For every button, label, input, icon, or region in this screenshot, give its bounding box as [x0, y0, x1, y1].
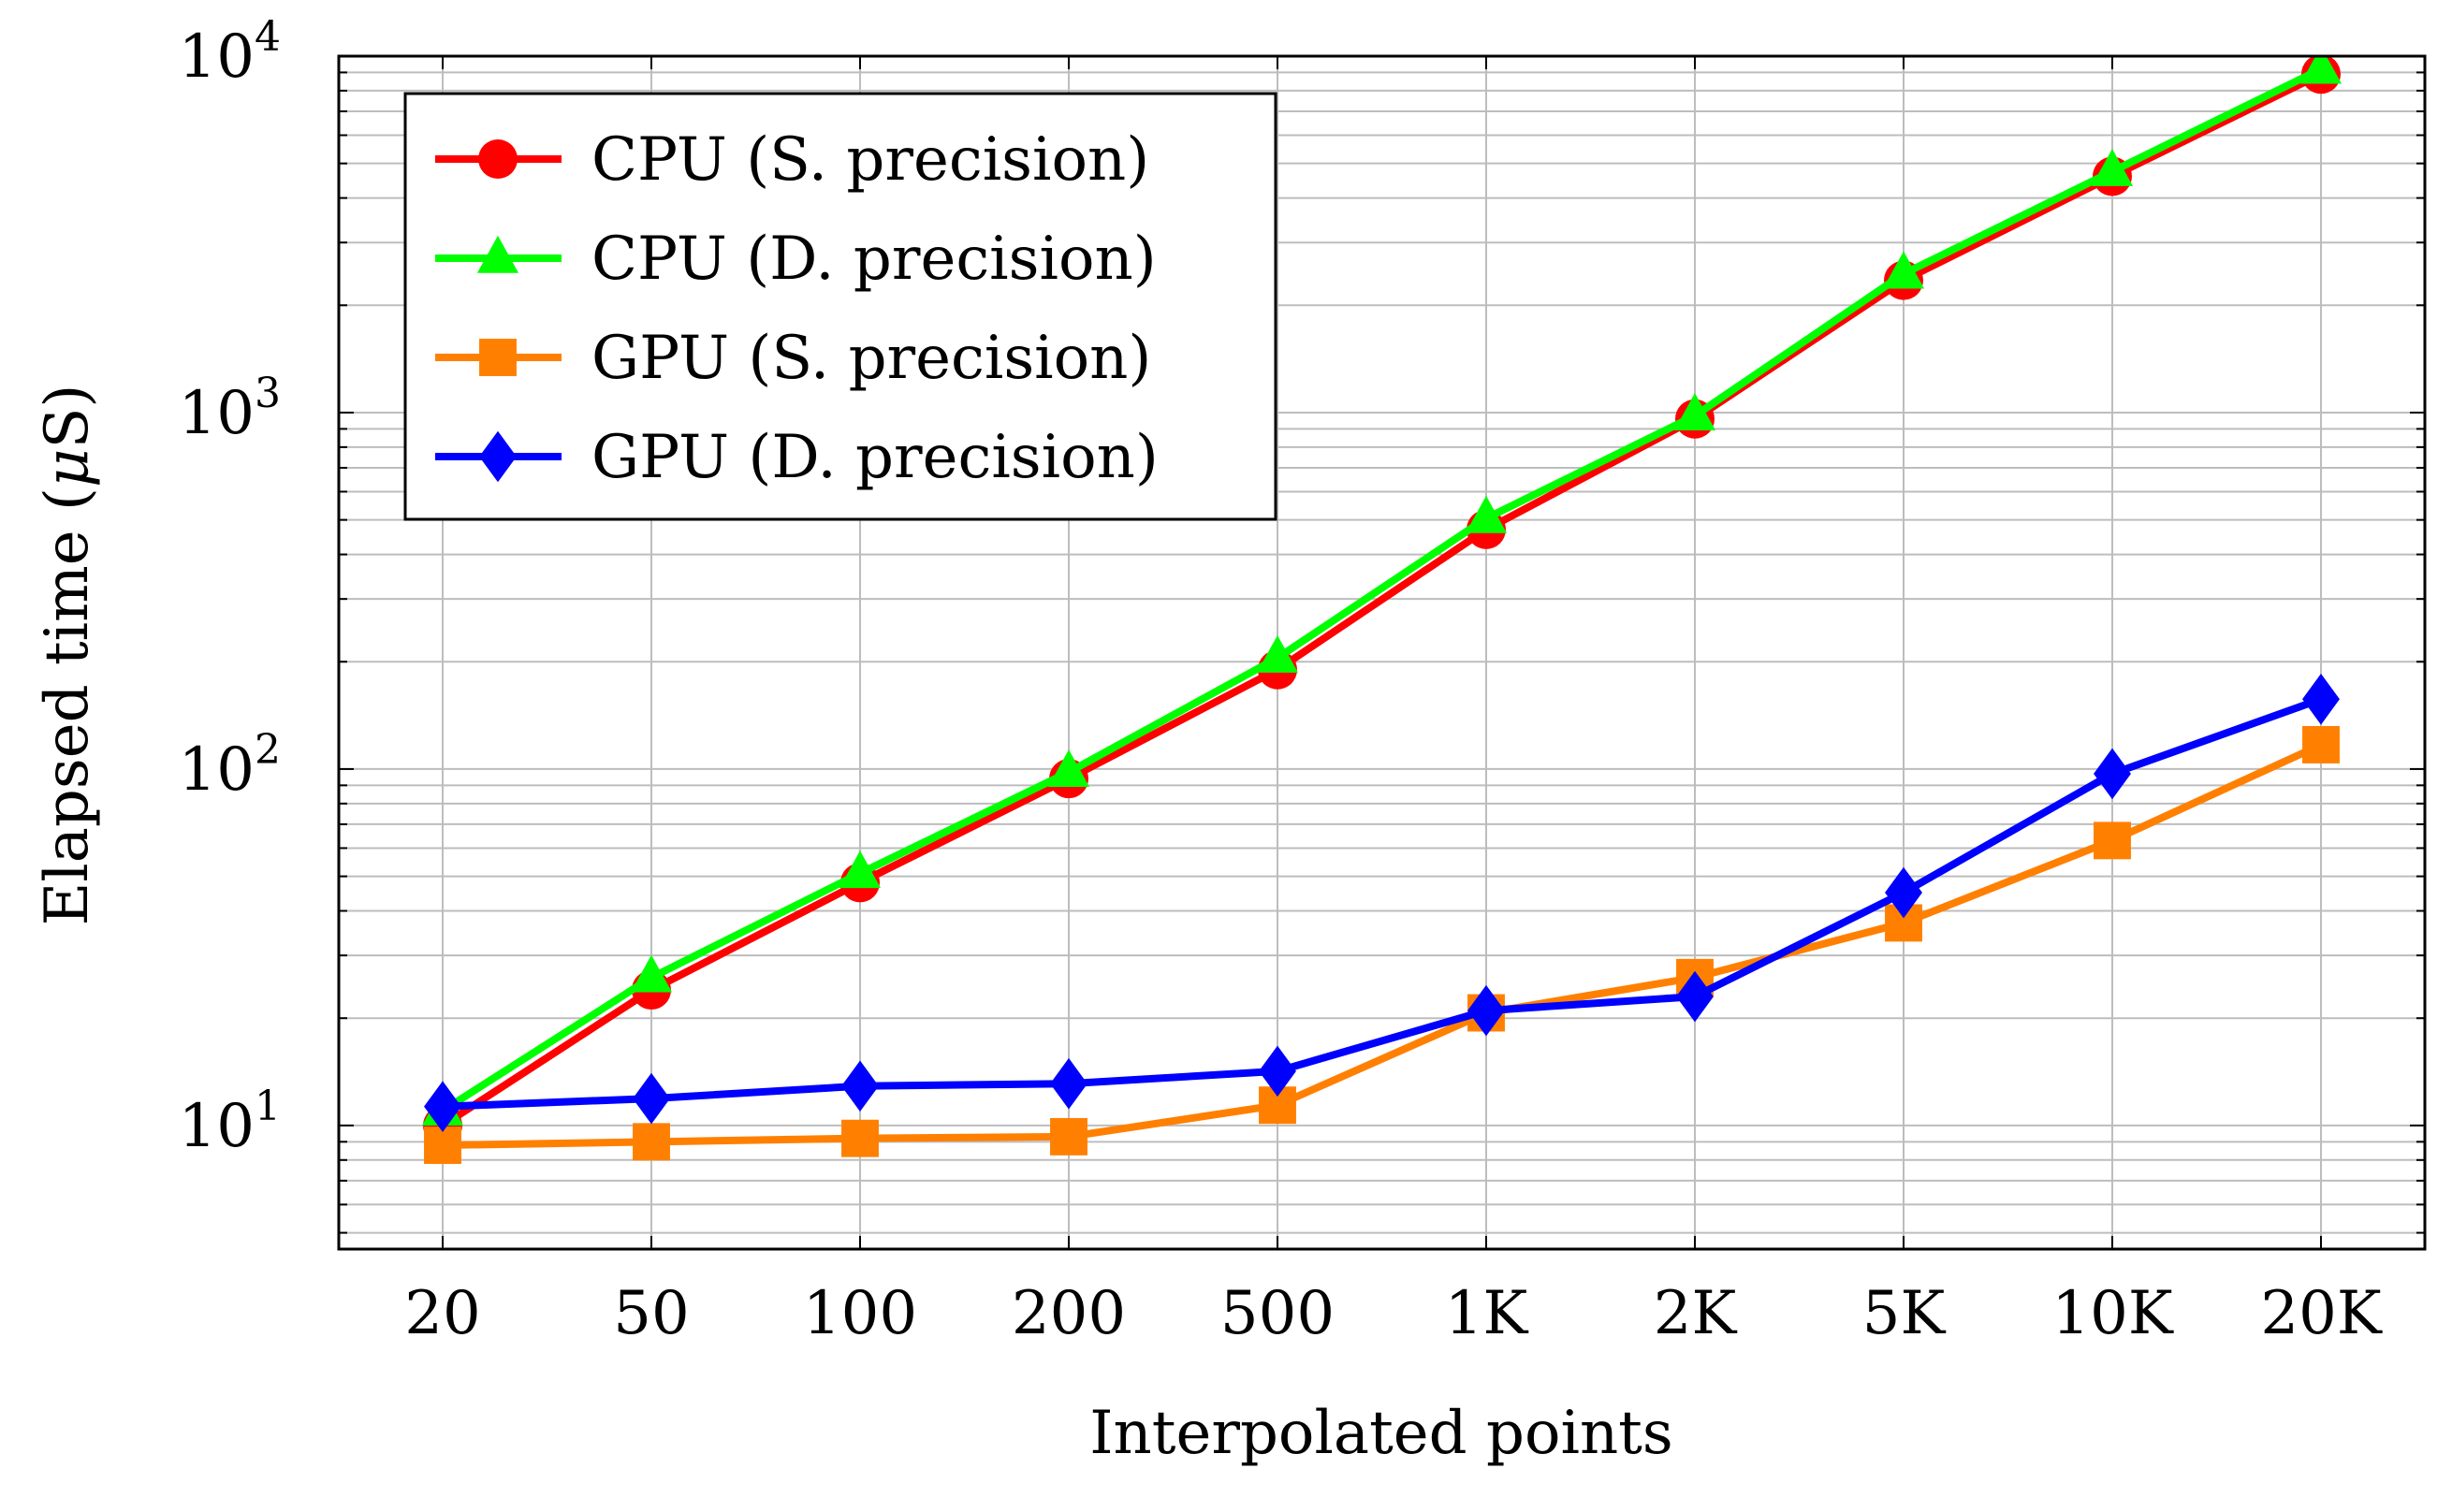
series-gpu-d-precision	[424, 673, 2340, 1132]
y-tick-label-exponent: 1	[255, 1083, 281, 1130]
grid	[339, 55, 2425, 1249]
data-point-triangle	[1256, 635, 1299, 673]
data-point-diamond	[1259, 1045, 1296, 1098]
legend-item: GPU (D. precision)	[435, 423, 1159, 492]
x-tick-label: 1K	[1445, 1279, 1529, 1348]
x-tick-label: 20K	[2260, 1279, 2382, 1348]
legend-item: CPU (D. precision)	[435, 225, 1157, 294]
y-axis-label-suffix: S)	[33, 385, 102, 449]
data-point-triangle	[1465, 495, 1508, 533]
series-line	[440, 70, 2323, 1129]
y-tick-label-base: 10	[179, 22, 255, 92]
legend-label: GPU (D. precision)	[591, 423, 1159, 492]
y-axis-label-symbol: μ	[33, 448, 102, 487]
data-point-triangle	[1673, 393, 1716, 431]
legend-label: GPU (S. precision)	[591, 324, 1151, 393]
series-line	[442, 741, 2323, 1150]
data-point-diamond	[2302, 673, 2340, 725]
series-line	[442, 695, 2323, 1111]
data-point-square	[2302, 725, 2340, 763]
data-point-triangle	[2299, 56, 2343, 84]
legend-marker-diamond	[479, 430, 517, 483]
x-tick-label: 500	[1220, 1279, 1335, 1348]
data-point-diamond	[633, 1072, 670, 1125]
y-tick-label-exponent: 4	[255, 13, 281, 61]
x-tick-labels: 20 50 100 200 500 1K 2K 5K 10K 20K	[404, 1279, 2383, 1348]
data-point-square	[424, 1127, 461, 1164]
data-point-triangle	[2091, 149, 2134, 186]
y-axis-label: Elapsed time (μS)	[33, 385, 102, 926]
legend-box	[403, 92, 1277, 521]
y-tick-label: 101	[179, 1083, 281, 1161]
legend-marker-circle	[478, 139, 518, 179]
data-point-diamond	[841, 1060, 879, 1112]
legend-marker-square	[479, 339, 517, 376]
x-tick-label: 20	[404, 1279, 480, 1348]
data-point-triangle	[839, 850, 882, 889]
x-tick-label: 5K	[1862, 1279, 1947, 1348]
legend-marker-triangle	[476, 235, 519, 273]
legend: CPU (S. precision) CPU (D. precision) GPU …	[403, 92, 1277, 521]
data-point-square	[841, 1119, 879, 1157]
data-point-diamond	[2094, 748, 2131, 800]
data-point-diamond	[1050, 1057, 1087, 1110]
data-point-triangle	[1882, 251, 1925, 289]
y-tick-label-base: 10	[179, 379, 255, 448]
series-group	[421, 56, 2343, 1164]
x-tick-label: 200	[1012, 1279, 1126, 1348]
y-tick-label-base: 10	[179, 1092, 255, 1161]
x-axis-label: Interpolated points	[1089, 1399, 1672, 1468]
legend-label: CPU (S. precision)	[591, 125, 1149, 195]
x-tick-label: 100	[803, 1279, 917, 1348]
y-tick-label-exponent: 2	[255, 726, 281, 774]
x-tick-label: 2K	[1654, 1279, 1738, 1348]
data-point-diamond	[1467, 984, 1505, 1037]
data-point-diamond	[1885, 866, 1922, 919]
x-tick-label: 10K	[2051, 1279, 2173, 1348]
data-point-diamond	[1676, 970, 1714, 1023]
data-point-diamond	[424, 1081, 461, 1132]
y-tick-label-exponent: 3	[255, 370, 281, 417]
data-point-triangle	[630, 954, 673, 993]
data-point-triangle	[1047, 749, 1090, 788]
series-line	[440, 65, 2323, 1114]
data-point-square	[2094, 821, 2131, 860]
y-tick-label: 102	[179, 726, 281, 805]
x-tick-label: 50	[613, 1279, 689, 1348]
y-tick-label-base: 10	[179, 735, 255, 805]
data-point-square	[1050, 1117, 1087, 1156]
plot-frame	[337, 54, 2427, 1251]
data-point-square	[633, 1123, 670, 1161]
y-tick-label: 104	[179, 13, 281, 92]
legend-label: CPU (D. precision)	[591, 225, 1157, 294]
y-axis-label-prefix: Elapsed time (	[33, 487, 102, 925]
legend-item: CPU (S. precision)	[435, 125, 1149, 195]
y-tick-label: 103	[179, 370, 281, 448]
legend-item: GPU (S. precision)	[435, 324, 1151, 393]
